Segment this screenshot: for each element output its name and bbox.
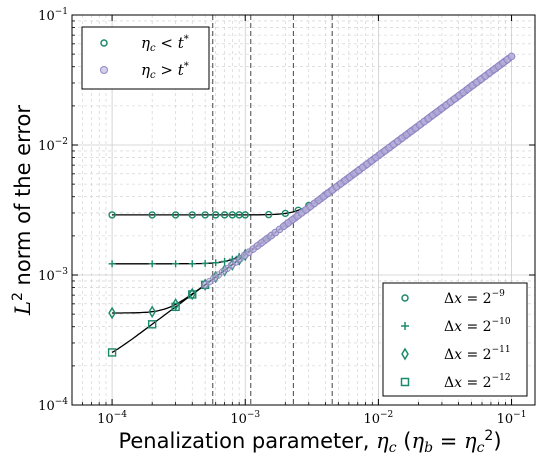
- x-tick-label: 10−4: [97, 410, 127, 427]
- legend-resolution: Δx = 2−9 Δx = 2−10 Δx = 2−11 Δx = 2−12: [382, 282, 528, 397]
- marker-plus: [188, 260, 196, 268]
- marker-circle: [211, 211, 220, 219]
- marker-plus: [148, 260, 156, 268]
- marker-diamond: [188, 287, 197, 301]
- legend-item-dx9: Δx = 2−9: [401, 289, 505, 307]
- marker-circle: [281, 209, 290, 218]
- plot-frame: [71, 14, 536, 406]
- marker-plus: [201, 259, 209, 267]
- legend-marker-above: [100, 66, 108, 74]
- series-markers: [107, 52, 516, 357]
- marker-diamond: [108, 306, 116, 320]
- marker-circle: [241, 211, 249, 219]
- y-axis-label: L2 norm of the error: [10, 105, 35, 316]
- legend-regime: ηc < t* ηc > t*: [81, 26, 210, 90]
- threshold-lines: [212, 15, 333, 405]
- marker-circle: [264, 210, 273, 219]
- legend-label-above: ηc > t*: [141, 61, 189, 81]
- marker-circle: [228, 211, 237, 219]
- y-tick-label: 10−2: [38, 137, 68, 154]
- marker-plus: [172, 260, 180, 268]
- series-line-diamond: [112, 55, 512, 314]
- legend-marker-below: [100, 39, 108, 47]
- marker-circle: [148, 211, 156, 219]
- x-tick-label: 10−2: [363, 410, 393, 427]
- marker-circle: [171, 211, 180, 219]
- legend-marker-diamond: [401, 347, 409, 361]
- y-tick-label: 10−4: [38, 397, 68, 414]
- marker-plus: [108, 260, 116, 268]
- marker-square: [107, 348, 117, 357]
- marker-circle: [188, 211, 196, 219]
- marker-above-threshold: [507, 52, 516, 61]
- marker-circle: [201, 211, 209, 219]
- legend-label-dx9: Δx = 2−9: [444, 289, 505, 307]
- x-axis-label: Penalization parameter, ηc (ηb = ηc2): [118, 428, 501, 456]
- marker-square: [188, 290, 197, 299]
- x-tick-label: 10−1: [497, 410, 527, 427]
- y-tick-label: 10−1: [38, 7, 68, 24]
- marker-circle: [220, 211, 229, 219]
- marker-circle: [108, 211, 116, 219]
- legend-label-below: ηc < t*: [141, 34, 189, 54]
- marker-square: [171, 302, 180, 312]
- legend-marker-plus: [401, 322, 409, 330]
- marker-plus: [221, 257, 229, 265]
- legend-marker-circle: [401, 294, 409, 302]
- marker-diamond: [148, 305, 156, 319]
- x-tick-label: 10−3: [230, 410, 260, 427]
- marker-plus: [212, 259, 220, 267]
- legend-marker-square: [400, 377, 410, 387]
- marker-square: [147, 320, 157, 329]
- y-tick-label: 10−3: [38, 267, 68, 284]
